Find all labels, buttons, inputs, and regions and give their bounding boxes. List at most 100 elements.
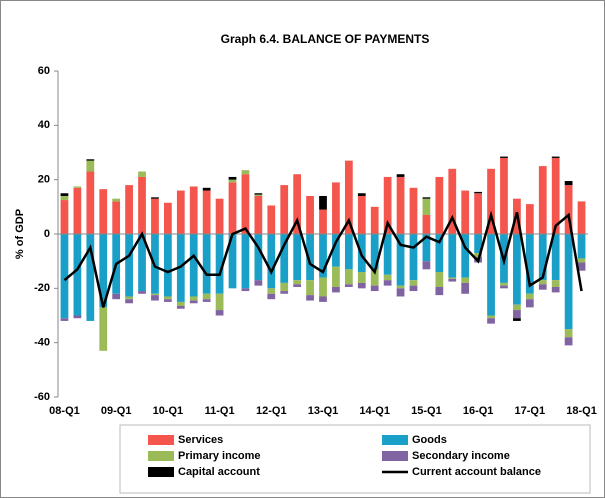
bar-segment <box>306 234 314 281</box>
bar-segment <box>254 195 263 234</box>
bar-segment <box>254 194 263 196</box>
bar-segment <box>138 176 146 234</box>
x-tick-label: 14-Q1 <box>359 405 390 417</box>
bar-segment <box>319 277 327 297</box>
bar-segment <box>176 190 185 234</box>
bar-segment <box>73 187 82 234</box>
bar-segment <box>461 234 470 278</box>
bar-segment <box>448 278 457 282</box>
bar-segment <box>267 205 276 234</box>
bar-segment <box>228 182 237 234</box>
bar-segment <box>513 304 521 311</box>
bar-segment <box>564 329 573 338</box>
bar-segment <box>215 234 224 294</box>
bar-segment <box>474 253 482 258</box>
bar-segment <box>551 286 560 293</box>
bar-segment <box>73 315 82 319</box>
bar-segment <box>525 293 534 300</box>
bar-segment <box>280 282 289 292</box>
bar-segment <box>151 293 159 296</box>
bar-segment <box>435 234 444 273</box>
bar-segment <box>448 168 457 234</box>
bar-segment <box>525 234 534 294</box>
legend-swatch <box>382 435 408 445</box>
bar-segment <box>164 234 172 297</box>
bar-segment <box>500 285 508 289</box>
bar-segment <box>332 286 340 293</box>
bar-segment <box>461 282 470 294</box>
bar-segment <box>487 234 495 316</box>
legend-label: Secondary income <box>412 450 510 462</box>
bar-segment <box>254 280 263 286</box>
bar-segment <box>280 185 289 234</box>
x-tick-label: 10-Q1 <box>153 405 184 417</box>
chart-title: Graph 6.4. BALANCE OF PAYMENTS <box>221 32 430 46</box>
x-tick-label: 16-Q1 <box>463 405 494 417</box>
bar-segment <box>125 185 133 234</box>
bar-segment <box>176 305 185 309</box>
bar-segment <box>293 174 302 234</box>
bar-segment <box>189 186 198 234</box>
bar-segment <box>551 156 560 158</box>
bar-segment <box>344 269 353 285</box>
bar-segment <box>422 261 431 270</box>
bar-segment <box>164 202 172 234</box>
y-axis-label: % of GDP <box>14 209 26 259</box>
y-tick-label: 0 <box>44 228 50 240</box>
bar-segment <box>202 190 211 234</box>
bar-segment <box>344 284 353 287</box>
bar-segment <box>112 201 121 234</box>
bar-segment <box>370 285 379 292</box>
bar-segment <box>474 193 482 234</box>
bar-segment <box>577 234 586 259</box>
bar-segment <box>538 234 547 281</box>
bar-segment <box>500 156 508 158</box>
bar-segment <box>280 291 289 294</box>
bar-segment <box>370 269 379 286</box>
bar-segment <box>564 337 573 346</box>
bar-segment <box>422 197 431 199</box>
bar-segment <box>228 234 237 289</box>
bar-segment <box>409 285 418 292</box>
bar-segment <box>344 160 353 234</box>
bar-segment <box>267 234 276 289</box>
bar-segment <box>500 282 508 286</box>
bar-segment <box>293 280 302 285</box>
bar-segment <box>112 293 121 300</box>
bar-segment <box>202 293 211 300</box>
bar-segment <box>60 200 69 234</box>
bar-segment <box>189 234 198 297</box>
x-tick-label: 09-Q1 <box>101 405 132 417</box>
bar-segment <box>396 288 405 297</box>
bar-segment <box>513 318 521 321</box>
bar-segment <box>409 187 418 234</box>
bar-segment <box>577 262 586 271</box>
legend-label: Capital account <box>178 466 260 478</box>
bar-segment <box>551 234 560 281</box>
bar-segment <box>538 166 547 234</box>
bar-segment <box>357 195 366 234</box>
bar-segment <box>435 286 444 296</box>
bar-segment <box>293 234 302 281</box>
bar-segment <box>151 197 159 199</box>
bar-segment <box>564 181 573 186</box>
bar-segment <box>422 214 431 234</box>
bar-segment <box>189 296 198 301</box>
bar-segment <box>138 234 146 292</box>
bar-segment <box>125 234 133 297</box>
bar-segment <box>241 174 250 234</box>
bar-segment <box>487 315 495 319</box>
bar-segment <box>538 280 547 285</box>
bar-segment <box>151 198 159 234</box>
y-tick-label: 60 <box>38 65 50 77</box>
bar-segment <box>189 300 198 304</box>
bar-segment <box>319 195 327 210</box>
bar-segment <box>357 272 366 283</box>
bar-segment <box>525 299 534 308</box>
x-tick-label: 13-Q1 <box>308 405 339 417</box>
y-tick-label: 20 <box>38 174 50 186</box>
bar-segment <box>319 296 327 302</box>
bar-segment <box>176 301 185 306</box>
bar-segment <box>319 209 327 234</box>
bar-segment <box>564 234 573 330</box>
